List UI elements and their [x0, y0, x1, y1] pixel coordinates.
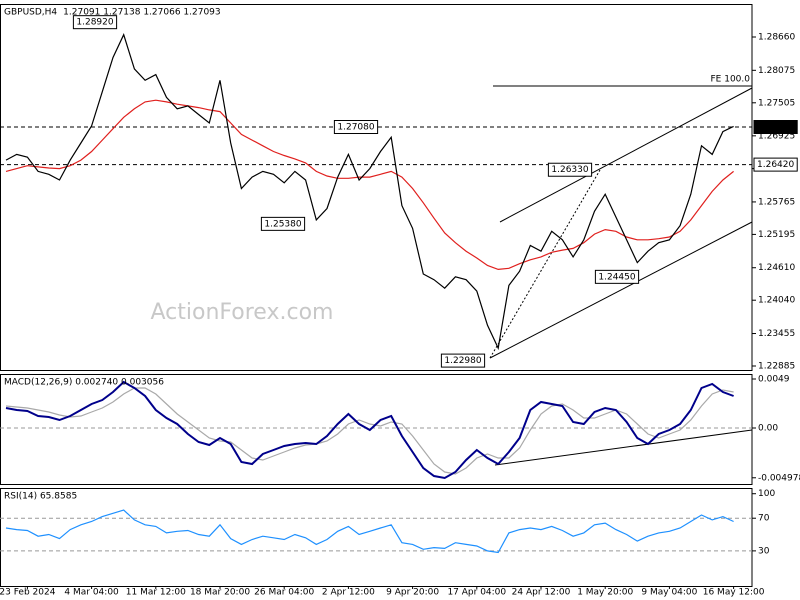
y-tick-label: 1.24040 [758, 296, 795, 306]
y-tick-label: 0.0049 [758, 375, 790, 385]
price-label: 1.28920 [76, 18, 113, 28]
price-label: 1.26330 [551, 165, 588, 175]
x-tick-label: 16 May 12:00 [703, 588, 765, 598]
y-tick-label: -0.004978 [758, 473, 800, 483]
price-label: 1.24450 [598, 272, 635, 282]
y-tick-label: 1.27505 [758, 98, 795, 108]
x-tick-label: 9 Apr 20:00 [386, 588, 439, 598]
label-box [753, 157, 798, 172]
panel-frame [0, 374, 753, 485]
series-line [5, 380, 734, 480]
price-label: 1.26420 [757, 160, 794, 170]
label-box [333, 120, 379, 135]
label-box [594, 269, 640, 284]
macd-trend-line [494, 429, 753, 466]
label-box [547, 162, 593, 177]
label-box [260, 216, 306, 231]
x-tick-label: 11 Mar 12:00 [126, 588, 186, 598]
label-box [72, 15, 118, 30]
y-tick-label: 1.24610 [758, 263, 795, 273]
panel-title: MACD(12,26,9) 0.002740 0.003056 [4, 378, 164, 388]
channel-line [489, 221, 753, 359]
y-tick-label: 70 [758, 514, 770, 524]
price-label: 1.27080 [757, 123, 794, 133]
x-tick-label: 23 Feb 2024 [0, 588, 56, 598]
x-tick-label: 1 May 20:00 [577, 588, 633, 598]
price-label: 1.22980 [444, 356, 481, 366]
y-tick-label: 100 [758, 489, 775, 499]
label-box [440, 353, 486, 368]
y-tick-label: 1.23455 [758, 329, 795, 339]
price-label: 1.25380 [264, 219, 301, 229]
panel-title: RSI(14) 65.8585 [4, 492, 77, 502]
price-label: 1.27080 [337, 123, 374, 133]
y-tick-label: 1.25765 [758, 197, 795, 207]
fe-label: FE 100.0 [711, 74, 751, 84]
x-tick-label: 18 Mar 20:00 [190, 588, 250, 598]
y-tick-label: 1.25195 [758, 230, 795, 240]
x-tick-label: 4 Mar 04:00 [64, 588, 119, 598]
panel-frame [0, 488, 753, 587]
series-line [5, 387, 734, 475]
projection-line [489, 169, 601, 359]
x-tick-label: 17 Apr 04:00 [447, 588, 506, 598]
y-tick-label: 0.00 [758, 424, 778, 434]
y-tick-label: 1.22885 [758, 362, 795, 372]
series-line [5, 33, 734, 351]
y-tick-label: 1.26925 [758, 131, 795, 141]
panel-title: GBPUSD,H4 [4, 8, 57, 18]
x-tick-label: 24 Apr 12:00 [512, 588, 571, 598]
panel-frame [0, 4, 753, 371]
x-tick-label: 9 May 04:00 [641, 588, 697, 598]
series-line [5, 509, 734, 554]
panel-subtitle: 1.27091 1.27138 1.27066 1.27093 [63, 8, 220, 18]
x-tick-label: 2 Apr 12:00 [322, 588, 375, 598]
y-tick-label: 1.28660 [758, 32, 795, 42]
series-line [5, 99, 734, 271]
y-tick-label: 1.28075 [758, 66, 795, 76]
label-box [753, 120, 798, 135]
channel-line [499, 87, 753, 223]
watermark: ActionForex.com [151, 300, 334, 325]
x-tick-label: 26 Mar 04:00 [254, 588, 314, 598]
y-tick-label: 30 [758, 546, 770, 556]
